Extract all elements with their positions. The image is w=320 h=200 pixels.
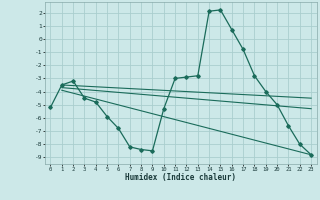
X-axis label: Humidex (Indice chaleur): Humidex (Indice chaleur)	[125, 173, 236, 182]
